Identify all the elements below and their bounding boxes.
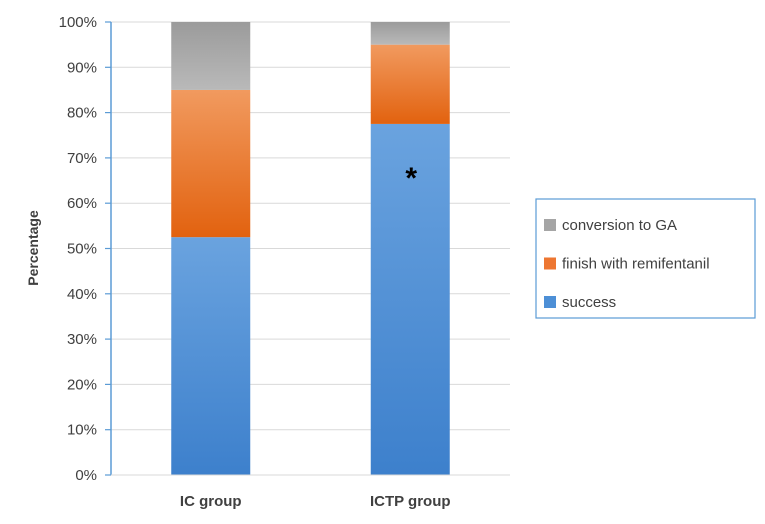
- y-tick-label: 70%: [67, 150, 97, 167]
- x-axis-labels: IC group ICTP group: [180, 493, 451, 510]
- bars: [171, 22, 450, 476]
- y-tick-label: 40%: [67, 286, 97, 303]
- bar-success-ic-group: [171, 237, 251, 475]
- legend-label-conversion-to-ga: conversion to GA: [562, 217, 677, 234]
- bar-finish-with-remifentanil-ictp-group: [370, 44, 450, 124]
- y-tick-label: 50%: [67, 241, 97, 258]
- legend-label-success: success: [562, 294, 616, 311]
- x-category-label: IC group: [180, 493, 242, 510]
- y-tick-label: 10%: [67, 422, 97, 439]
- gridlines: [111, 21, 510, 431]
- y-tick-label: 80%: [67, 105, 97, 122]
- bar-finish-with-remifentanil-ic-group: [171, 89, 251, 238]
- significance-asterisk: *: [405, 162, 417, 195]
- y-axis-ticks: 0% 10% 20% 30% 40% 50% 60% 70% 80% 90% 100%: [59, 14, 111, 484]
- annotations: *: [405, 162, 417, 195]
- bar-success-ictp-group: [370, 123, 450, 476]
- x-category-label: ICTP group: [370, 493, 451, 510]
- y-tick-label: 100%: [59, 14, 97, 31]
- y-axis-title: Percentage: [25, 210, 41, 286]
- legend-swatch-finish-with-remifentanil: [544, 257, 556, 270]
- legend-frame: [535, 198, 756, 319]
- legend-swatch-success: [544, 296, 556, 308]
- bar-conversion-to-ga-ictp-group: [370, 22, 450, 45]
- y-tick-label: 20%: [67, 376, 97, 393]
- y-tick-label: 0%: [75, 467, 97, 484]
- legend: conversion to GA finish with remifentanil…: [535, 198, 756, 319]
- y-tick-label: 60%: [67, 195, 97, 212]
- legend-swatch-conversion-to-ga: [544, 219, 556, 231]
- bar-conversion-to-ga-ic-group: [171, 22, 251, 90]
- y-tick-label: 90%: [67, 59, 97, 76]
- legend-label-finish-with-remifentanil: finish with remifentanil: [562, 256, 710, 273]
- y-tick-label: 30%: [67, 331, 97, 348]
